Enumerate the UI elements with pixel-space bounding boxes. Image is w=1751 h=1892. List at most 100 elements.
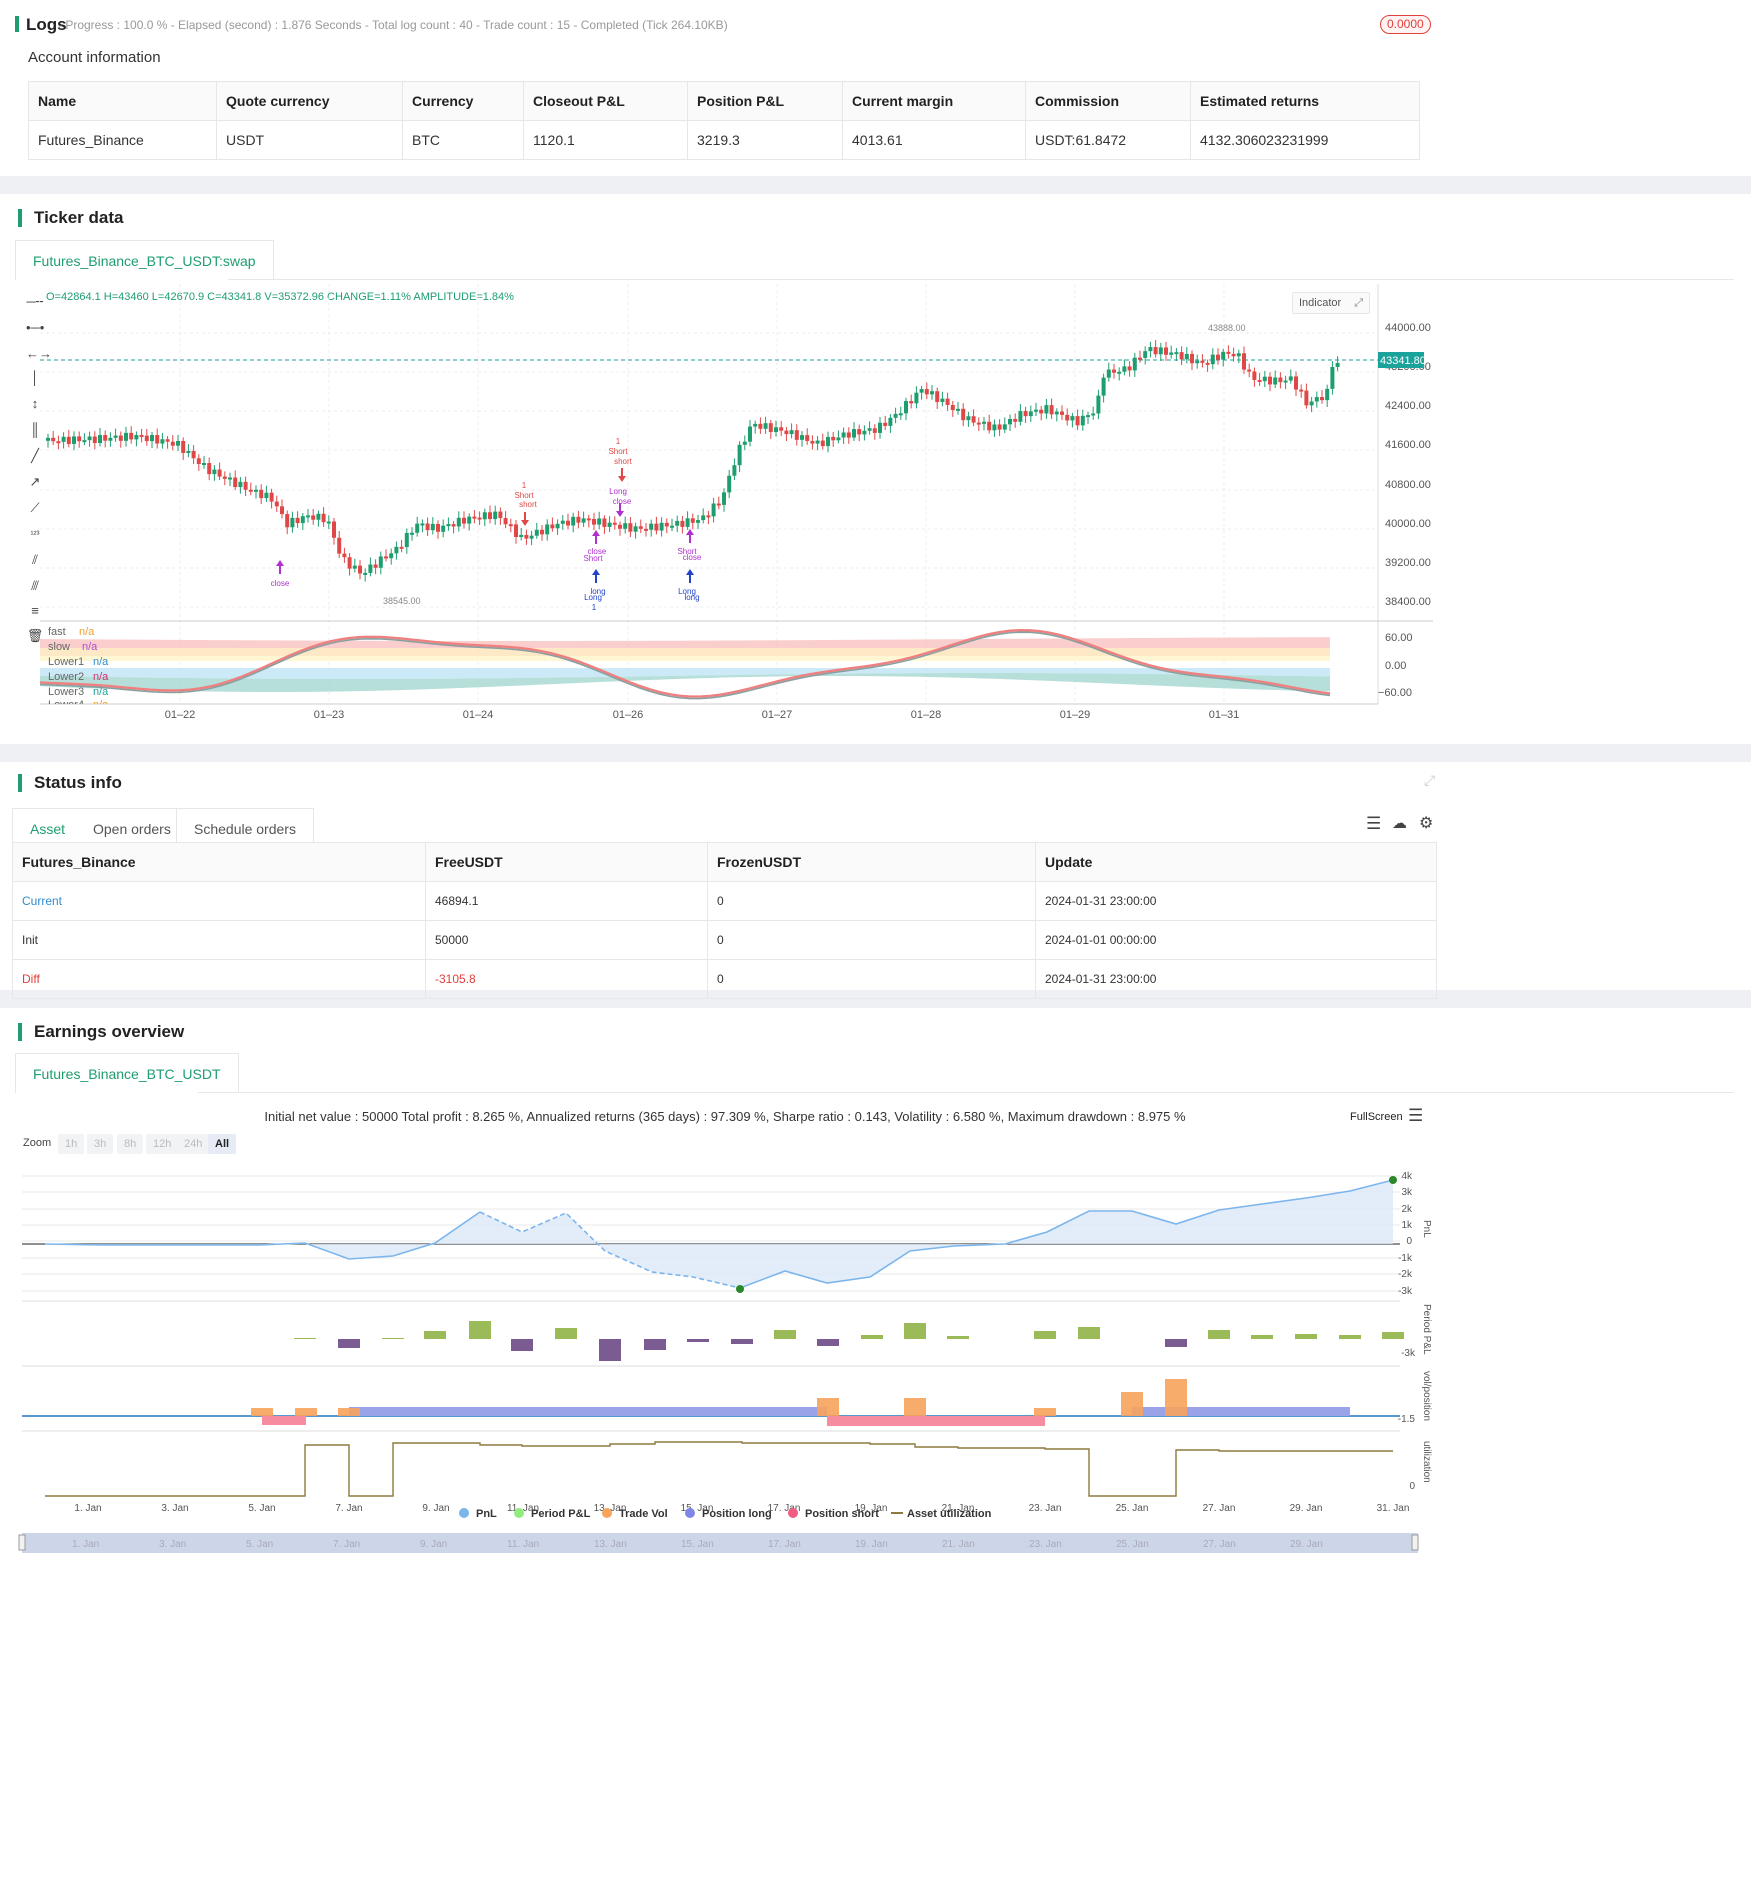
- x-tick: 1. Jan: [74, 1503, 101, 1514]
- navigator-handle-right[interactable]: [1411, 1534, 1419, 1551]
- candlestick-chart[interactable]: close1Shortshort1ShortshortLongcloseclos…: [40, 284, 1440, 724]
- earnings-tab-underline: [198, 1092, 1734, 1093]
- trend-line-tool-icon[interactable]: ╱: [31, 448, 39, 463]
- candle-body: [337, 537, 342, 554]
- tab-earnings-symbol[interactable]: Futures_Binance_BTC_USDT: [15, 1053, 239, 1093]
- tab-schedule-orders[interactable]: Schedule orders: [176, 808, 314, 848]
- high-price-label: 43888.00: [1208, 323, 1246, 333]
- zoom-3h-button[interactable]: 3h: [87, 1134, 114, 1154]
- ray-line-tool-icon[interactable]: ↗: [29, 474, 41, 489]
- period-bar: [338, 1339, 360, 1348]
- candle-body: [259, 489, 264, 499]
- candle-body: [264, 492, 269, 499]
- account-header-cell: Closeout P&L: [523, 81, 688, 121]
- navigator[interactable]: 1. Jan 3. Jan 5. Jan 7. Jan 9. Jan 11. Jan 13.…: [18, 1533, 1419, 1553]
- candle-body: [1299, 389, 1304, 392]
- nav-tick: 5. Jan: [246, 1539, 273, 1550]
- candle-body: [675, 520, 680, 526]
- candle-body: [498, 511, 503, 519]
- candle-body: [46, 437, 50, 441]
- earn-axis-titles: PnL Period P&L vol/position utilization: [1421, 1220, 1432, 1483]
- indicator-legend: fast n/a slow n/a Lower1 n/a Lower2 n/a …: [48, 626, 109, 711]
- pnl-tick: 4k: [1401, 1171, 1413, 1182]
- candle-body: [1278, 377, 1283, 383]
- tab-ticker-symbol[interactable]: Futures_Binance_BTC_USDT:swap: [15, 240, 274, 280]
- list-icon[interactable]: ☰: [1366, 814, 1382, 833]
- signal-label: close: [588, 547, 607, 556]
- account-table: Name Quote currency Currency Closeout P&…: [28, 81, 1420, 160]
- fib-retracement-tool-icon[interactable]: ≡: [31, 603, 39, 618]
- collapse-icon[interactable]: ⤢: [1424, 772, 1436, 788]
- candle-body: [810, 440, 815, 444]
- vertical-segment-tool-icon[interactable]: ║: [30, 422, 40, 437]
- zoom-12h-button[interactable]: 12h: [146, 1134, 179, 1154]
- candle-body: [774, 427, 778, 432]
- candle-body: [519, 534, 524, 537]
- legend-lower4-name: Lower4: [48, 699, 84, 711]
- candle-body: [909, 401, 914, 404]
- candle-body: [503, 518, 508, 525]
- parallel-channel-tool-icon[interactable]: ⫽: [32, 552, 38, 567]
- account-cell: 3219.3: [687, 120, 843, 160]
- vol-tick: -1.5: [1398, 1414, 1416, 1425]
- candle-body: [191, 450, 196, 459]
- zoom-24h-button[interactable]: 24h: [177, 1134, 210, 1154]
- signal-label: close: [271, 579, 290, 588]
- candle-body: [638, 526, 643, 529]
- candle-body: [410, 532, 414, 535]
- price-tick: 39200.00: [1385, 557, 1431, 569]
- candle-body: [295, 517, 300, 524]
- zoom-8h-button[interactable]: 8h: [117, 1134, 144, 1154]
- x-tick: 9. Jan: [422, 1503, 449, 1514]
- menu-icon[interactable]: ☰: [1408, 1106, 1424, 1125]
- signal-label: Short: [583, 554, 603, 563]
- candle-body: [1325, 388, 1330, 401]
- asset-row-diff: Diff -3105.8 0 2024-01-31 23:00:00: [12, 959, 1437, 999]
- navigator-handle-left[interactable]: [18, 1534, 26, 1551]
- last-price-label: 43341.80: [1380, 355, 1426, 367]
- gear-icon[interactable]: ⚙: [1419, 815, 1434, 832]
- candle-body: [540, 529, 544, 535]
- candle-body: [670, 525, 674, 528]
- candle-body: [87, 436, 92, 441]
- pnl-line-dashed: [479, 1211, 741, 1289]
- legend-dot-icon: [788, 1508, 798, 1518]
- candle-body: [852, 429, 856, 438]
- zoom-1h-button[interactable]: 1h: [58, 1134, 85, 1154]
- date-tick: 01–22: [165, 709, 196, 721]
- earnings-series: [22, 1175, 1404, 1497]
- tab-open-orders[interactable]: Open orders: [76, 808, 189, 848]
- fullscreen-button[interactable]: FullScreen: [1350, 1111, 1403, 1123]
- zoom-all-button[interactable]: All: [208, 1134, 237, 1154]
- fib-channel-tool-icon[interactable]: ⫻: [31, 578, 39, 593]
- candle-body: [706, 515, 711, 518]
- candle-body: [628, 523, 633, 532]
- segment-tool-icon[interactable]: ⟋: [30, 500, 40, 515]
- price-line-tool-icon[interactable]: ¹²³: [30, 529, 40, 539]
- vertical-line-tool-icon[interactable]: │: [30, 370, 40, 385]
- vertical-ray-tool-icon[interactable]: ↕: [31, 396, 39, 411]
- navigator-ticks: 1. Jan 3. Jan 5. Jan 7. Jan 9. Jan 11. Jan 13.…: [72, 1539, 1323, 1550]
- nav-tick: 15. Jan: [681, 1539, 714, 1550]
- legend-lower2-value: n/a: [93, 671, 109, 683]
- candle-body: [228, 477, 232, 480]
- horizontal-line-tool-icon[interactable]: ─╌: [26, 294, 44, 309]
- candle-body: [550, 524, 555, 529]
- position-long-bar: [1132, 1407, 1350, 1416]
- candle-body: [784, 430, 789, 435]
- legend-lower3-name: Lower3: [48, 686, 84, 698]
- candle-body: [1205, 362, 1210, 365]
- candle-body: [1039, 409, 1044, 414]
- candle-body: [113, 435, 118, 438]
- cloud-download-icon[interactable]: ☁: [1392, 815, 1407, 832]
- candle-body: [555, 523, 560, 529]
- trash-icon[interactable]: 🗑: [26, 628, 44, 643]
- candle-body: [181, 441, 186, 453]
- asset-cell: -3105.8: [425, 959, 708, 999]
- earnings-chart[interactable]: 4k 3k 2k 1k 0 -1k -2k -3k -3k -1.5 0 PnL…: [0, 1158, 1451, 1892]
- indicator-button[interactable]: Indicator ⤢: [1292, 292, 1370, 314]
- candle-body: [1231, 353, 1236, 357]
- indicator-tick: 60.00: [1385, 632, 1413, 644]
- candle-body: [841, 432, 846, 438]
- horizontal-ray-tool-icon[interactable]: •─•: [26, 320, 45, 335]
